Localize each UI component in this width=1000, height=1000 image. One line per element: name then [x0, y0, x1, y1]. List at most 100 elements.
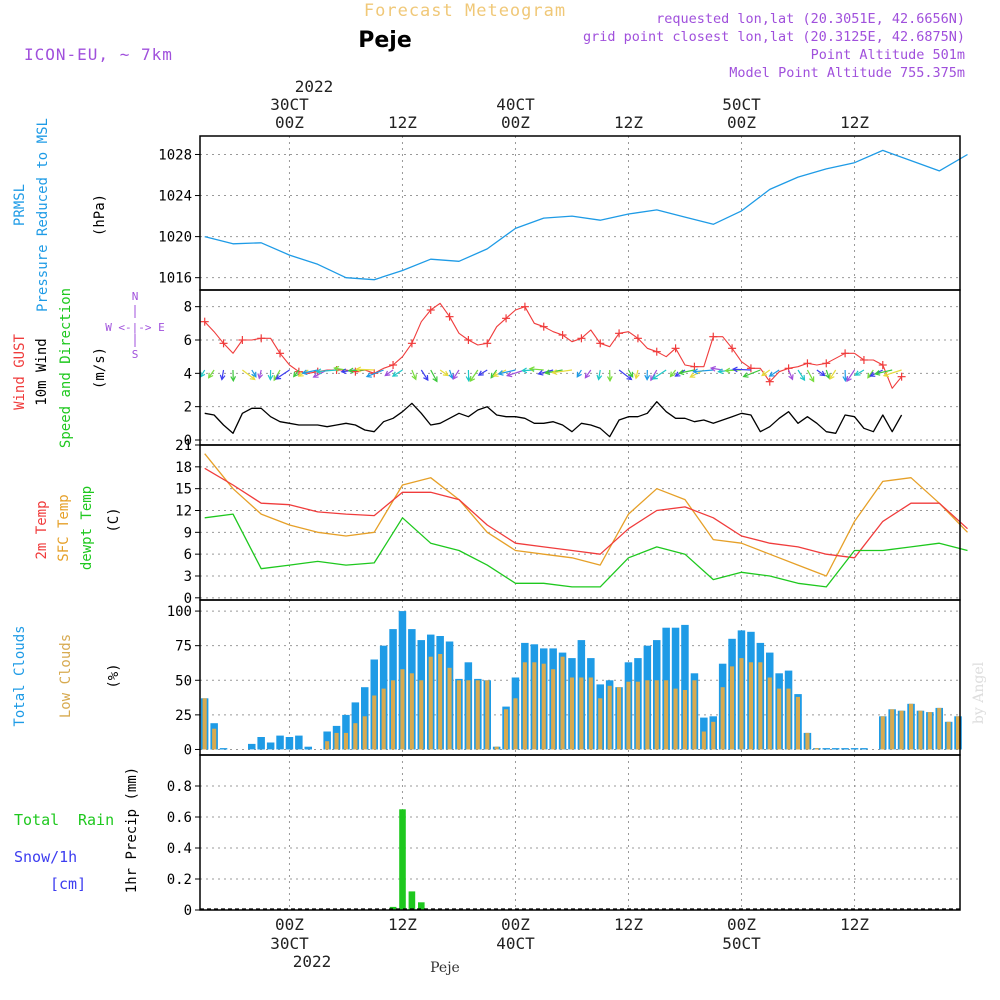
wind-arrow-head: [606, 376, 613, 383]
gust-marker: [294, 367, 303, 376]
wind-direction-arrow: [207, 369, 215, 379]
wind-direction-arrow: [606, 369, 613, 383]
low-cloud-bar: [325, 741, 330, 750]
wind-arrow-head: [584, 372, 591, 379]
low-cloud-bar: [673, 688, 678, 750]
y-tick-label: 75: [175, 639, 192, 655]
wind-arrow-shaft: [221, 369, 225, 380]
y-tick-label: 4: [184, 366, 192, 382]
y-tick-label: 12: [175, 503, 192, 519]
wind-arrow-shaft: [883, 369, 902, 377]
wind-arrow-head: [692, 368, 699, 375]
temp-label-dew: dewpt Temp: [79, 486, 95, 570]
gust-marker: [878, 361, 887, 369]
y-tick-label: 1024: [158, 189, 192, 205]
wind-arrow-head: [333, 365, 340, 372]
wind-arrow-head: [521, 367, 528, 374]
gridpoint-coords: grid point closest lon,lat (20.3125E, 42…: [583, 29, 965, 45]
wind-arrow-head: [742, 372, 749, 378]
temp-label-sfc: SFC Temp: [56, 494, 72, 561]
wind-direction-arrow: [731, 366, 751, 373]
temp-labels: 2m Temp SFC Temp dewpt Temp (C): [34, 486, 122, 570]
wind-arrow-head: [411, 374, 417, 381]
low-cloud-bar: [937, 707, 942, 750]
wind-arrow-shaft: [761, 369, 771, 377]
gust-marker: [407, 339, 416, 348]
wind-direction-arrow: [768, 369, 780, 377]
y-tick-label: 1016: [158, 271, 192, 287]
y-tick-label: 6: [184, 333, 192, 349]
y-tick-label: 50: [175, 673, 192, 689]
wind-arrow-head: [340, 368, 347, 375]
wind-arrow-head: [854, 370, 861, 376]
wind-direction-arrow: [257, 369, 264, 380]
y-tick-label: 25: [175, 708, 192, 724]
compass-n: N: [132, 290, 139, 303]
low-cloud-bar: [541, 663, 546, 750]
wind-direction-arrow: [788, 369, 794, 381]
low-cloud-bar: [494, 746, 499, 750]
gust-marker: [539, 322, 548, 331]
wind-direction-arrow: [825, 369, 831, 380]
cloud-unit: (%): [106, 663, 122, 688]
precip-label-snow: Snow/1h: [14, 848, 77, 866]
wind-arrow-head: [452, 373, 458, 381]
wind-direction-arrow: [717, 368, 733, 375]
total-cloud-bar: [850, 748, 859, 750]
gust-marker: [671, 344, 680, 353]
total-cloud-bar: [841, 748, 849, 750]
low-cloud-bar: [598, 698, 603, 750]
low-cloud-bar: [353, 723, 358, 750]
wind-arrow-head: [678, 369, 685, 376]
gust-marker: [389, 361, 398, 369]
gust-marker: [746, 364, 755, 373]
wind-arrow-head: [882, 371, 890, 378]
wind-arrow-head: [537, 370, 544, 376]
y-tick-label: 6: [184, 547, 192, 563]
rain-bar: [418, 902, 425, 911]
rain-bar: [399, 809, 406, 911]
y-tick-label: 1028: [158, 147, 192, 163]
wind-arrow-head: [651, 374, 658, 380]
wind-direction-arrow: [724, 367, 742, 374]
wind-arrow-shaft: [725, 369, 742, 372]
wind-direction-arrow: [355, 366, 375, 373]
wind-arrow-shaft: [348, 369, 365, 372]
sfc-temp-line: [204, 453, 968, 577]
wind-arrow-shaft: [875, 369, 893, 375]
top-axis-hour-label: 00Z: [501, 113, 530, 132]
low-cloud-bar: [419, 680, 424, 750]
total-cloud-bar: [822, 748, 830, 750]
low-cloud-bar: [918, 710, 923, 750]
wind-arrow-head: [869, 371, 876, 377]
wind-arrow-shaft: [316, 369, 337, 373]
wind-direction-arrow: [797, 369, 806, 382]
low-cloud-bar: [569, 677, 574, 750]
wind-arrow-shaft: [627, 369, 634, 378]
gust-marker: [841, 349, 850, 358]
compass-we: W <-|-> E: [105, 321, 165, 334]
wind-arrow-shaft: [584, 369, 592, 379]
wind-arrow-shaft: [816, 369, 825, 377]
total-cloud-bar: [276, 735, 284, 750]
wind-arrow-shaft: [788, 369, 794, 380]
bottom-axis-day-label: 40CT: [496, 934, 535, 953]
wind-direction-arrow: [644, 369, 651, 381]
low-cloud-bar: [748, 662, 753, 750]
gust-marker: [426, 306, 435, 314]
total-cloud-bar: [257, 737, 265, 750]
total-cloud-bar: [681, 624, 689, 750]
gust-marker: [728, 344, 737, 353]
low-cloud-bar: [635, 681, 640, 750]
wind-arrow-shaft: [258, 369, 262, 379]
wind-label-gust: Wind GUST: [12, 334, 28, 410]
total-cloud-bar: [831, 748, 840, 750]
wind-arrow-head: [391, 371, 398, 377]
low-cloud-bar: [927, 712, 932, 750]
pressure-line: [204, 149, 968, 281]
low-cloud-bar: [786, 688, 791, 750]
cloud-label-low: Low Clouds: [58, 634, 74, 718]
wind-direction-arrow: [219, 369, 226, 381]
wind-arrow-shaft: [411, 369, 417, 380]
